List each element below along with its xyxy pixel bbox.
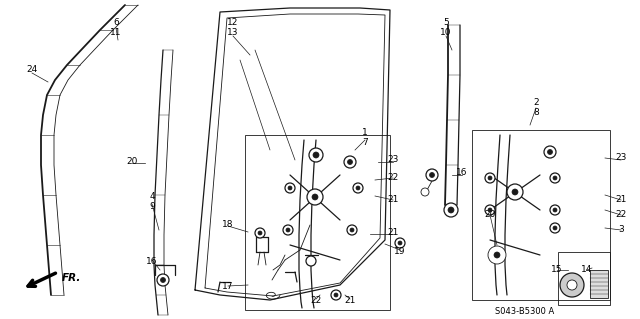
- Circle shape: [494, 252, 500, 258]
- Text: 20: 20: [126, 157, 138, 166]
- Circle shape: [285, 183, 295, 193]
- Text: 7: 7: [362, 138, 368, 147]
- Text: 16: 16: [147, 257, 157, 266]
- Text: 1: 1: [362, 128, 368, 137]
- Bar: [245, 135, 390, 310]
- Text: 23: 23: [615, 153, 627, 162]
- Circle shape: [553, 208, 557, 212]
- Circle shape: [550, 173, 560, 183]
- Circle shape: [567, 280, 577, 290]
- Text: 21: 21: [387, 195, 399, 204]
- Text: 22: 22: [310, 296, 322, 305]
- Text: 9: 9: [149, 202, 155, 211]
- Circle shape: [429, 173, 435, 177]
- Text: 21: 21: [615, 195, 627, 204]
- Circle shape: [307, 189, 323, 205]
- Text: 20: 20: [484, 210, 496, 219]
- Circle shape: [350, 228, 354, 232]
- Circle shape: [507, 184, 523, 200]
- Circle shape: [448, 207, 454, 213]
- Text: 22: 22: [616, 210, 627, 219]
- Circle shape: [313, 152, 319, 158]
- Circle shape: [286, 228, 290, 232]
- Bar: [472, 130, 610, 300]
- Circle shape: [161, 278, 166, 283]
- Circle shape: [485, 205, 495, 215]
- Text: 14: 14: [581, 265, 593, 274]
- Circle shape: [398, 241, 402, 245]
- Circle shape: [255, 228, 265, 238]
- Circle shape: [334, 293, 338, 297]
- Bar: [590, 270, 608, 298]
- Circle shape: [306, 256, 316, 266]
- Text: 11: 11: [110, 28, 122, 37]
- Circle shape: [490, 248, 504, 262]
- Circle shape: [444, 203, 458, 217]
- Circle shape: [157, 274, 169, 286]
- Text: 19: 19: [394, 247, 406, 256]
- Circle shape: [258, 231, 262, 235]
- Text: 2: 2: [533, 98, 539, 107]
- Circle shape: [553, 176, 557, 180]
- Text: 18: 18: [222, 220, 234, 229]
- Text: 4: 4: [149, 192, 155, 201]
- Circle shape: [283, 225, 293, 235]
- Circle shape: [550, 205, 560, 215]
- Text: 13: 13: [227, 28, 239, 37]
- Circle shape: [356, 186, 360, 190]
- Text: 8: 8: [533, 108, 539, 117]
- Text: 6: 6: [113, 18, 119, 27]
- Circle shape: [547, 150, 552, 154]
- Circle shape: [553, 226, 557, 230]
- Circle shape: [512, 189, 518, 195]
- Circle shape: [488, 246, 506, 264]
- Circle shape: [344, 156, 356, 168]
- Text: 24: 24: [26, 65, 38, 74]
- Circle shape: [488, 176, 492, 180]
- Text: 21: 21: [387, 228, 399, 237]
- Text: 3: 3: [618, 225, 624, 234]
- Text: S043-B5300 A: S043-B5300 A: [495, 307, 555, 316]
- Circle shape: [421, 188, 429, 196]
- Circle shape: [550, 223, 560, 233]
- Circle shape: [309, 148, 323, 162]
- Circle shape: [347, 225, 357, 235]
- Text: 21: 21: [344, 296, 356, 305]
- Circle shape: [488, 208, 492, 212]
- Circle shape: [395, 238, 405, 248]
- Text: 17: 17: [222, 282, 234, 291]
- Circle shape: [353, 183, 363, 193]
- Circle shape: [312, 194, 318, 200]
- Bar: [558, 252, 610, 305]
- Text: 23: 23: [387, 155, 399, 164]
- Circle shape: [348, 160, 353, 165]
- Text: 5: 5: [443, 18, 449, 27]
- Text: 15: 15: [551, 265, 563, 274]
- Text: 10: 10: [440, 28, 452, 37]
- Text: FR.: FR.: [62, 273, 81, 283]
- Text: 16: 16: [456, 168, 468, 177]
- Circle shape: [331, 290, 341, 300]
- Circle shape: [288, 186, 292, 190]
- Text: 22: 22: [387, 173, 399, 182]
- Text: 12: 12: [227, 18, 239, 27]
- Circle shape: [560, 273, 584, 297]
- Circle shape: [426, 169, 438, 181]
- Circle shape: [544, 146, 556, 158]
- Circle shape: [485, 173, 495, 183]
